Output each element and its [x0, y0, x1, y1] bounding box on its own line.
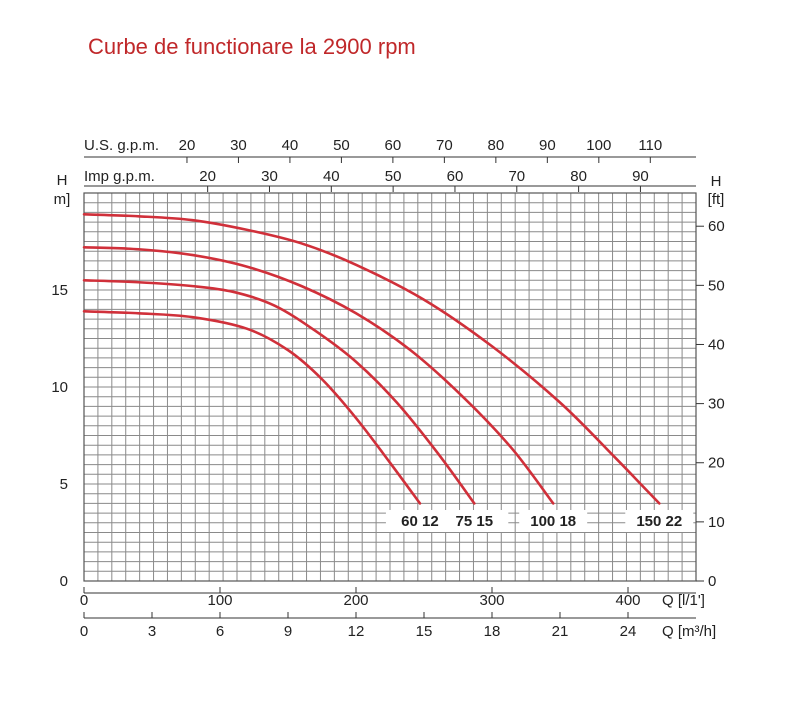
x-tick-label-top-2: 70: [508, 168, 525, 185]
y-tick-label-right: 30: [708, 396, 725, 413]
x-axis-label-bottom-2: Q [m³/h]: [662, 623, 716, 640]
curve-line-2: [82, 279, 476, 505]
axes: [83, 156, 704, 619]
x-tick-label-top-2: 80: [570, 168, 587, 185]
curve-line-3: [82, 246, 555, 505]
x-tick-label-top-1: 40: [282, 137, 299, 154]
x-tick-label-bottom-1: 100: [207, 592, 232, 609]
y-tick-label-left: 0: [60, 573, 68, 590]
x-tick-label-bottom-1: 200: [343, 592, 368, 609]
x-tick-label-top-2: 20: [199, 168, 216, 185]
x-tick-label-top-2: 50: [385, 168, 402, 185]
y-axis-label-right: H: [711, 173, 722, 190]
y-tick-label-right: 0: [708, 573, 716, 590]
x-tick-label-top-2: 30: [261, 168, 278, 185]
x-tick-label-top-1: 90: [539, 137, 556, 154]
x-axis-label-top-2: Imp g.p.m.: [84, 168, 155, 185]
x-tick-label-top-1: 100: [586, 137, 611, 154]
curve-line-4: [82, 213, 661, 505]
x-tick-label-bottom-2: 6: [216, 623, 224, 640]
curves: 60 12 75 15 100 18 150 22: [82, 213, 694, 532]
chart-title: Curbe de functionare la 2900 rpm: [88, 34, 416, 59]
x-tick-label-bottom-2: 18: [484, 623, 501, 640]
x-tick-label-top-1: 70: [436, 137, 453, 154]
x-tick-label-bottom-2: 21: [552, 623, 569, 640]
x-tick-label-bottom-1: 0: [80, 592, 88, 609]
x-tick-label-top-1: 20: [179, 137, 196, 154]
y-tick-label-left: 10: [51, 379, 68, 396]
curve-line-1: [82, 310, 422, 505]
curve-label-bg: [385, 510, 454, 532]
curve-label: 60 12: [401, 513, 439, 530]
x-tick-label-top-1: 30: [230, 137, 247, 154]
y-axis-label-left: H: [57, 172, 68, 189]
y-tick-label-right: 10: [708, 514, 725, 531]
y-tick-label-right: 50: [708, 277, 725, 294]
x-tick-label-bottom-2: 0: [80, 623, 88, 640]
x-tick-label-bottom-2: 9: [284, 623, 292, 640]
y-tick-label-left: 15: [51, 282, 68, 299]
curve-label-bg: [440, 510, 509, 532]
y-tick-label-left: 5: [60, 476, 68, 493]
x-tick-label-bottom-2: 15: [416, 623, 433, 640]
x-tick-label-top-1: 110: [638, 137, 662, 154]
curve-label: 75 15: [456, 513, 494, 530]
x-tick-label-bottom-1: 300: [479, 592, 504, 609]
x-tick-label-top-1: 60: [385, 137, 402, 154]
x-tick-label-bottom-2: 12: [348, 623, 365, 640]
x-axis-label-bottom-1: Q [l/1']: [662, 592, 705, 609]
x-tick-label-top-2: 40: [323, 168, 340, 185]
curve-label-bg: [625, 510, 694, 532]
y-tick-label-right: 20: [708, 455, 725, 472]
curve-label: 100 18: [530, 513, 576, 530]
curve-label: 150 22: [636, 513, 682, 530]
x-tick-label-bottom-2: 24: [620, 623, 637, 640]
y-tick-label-right: 60: [708, 218, 725, 235]
y-axis-unit-right: [ft]: [708, 191, 725, 208]
x-tick-label-top-1: 50: [333, 137, 350, 154]
x-tick-label-top-2: 90: [632, 168, 649, 185]
y-axis-unit-left: m]: [54, 191, 71, 208]
x-axis-label-top-1: U.S. g.p.m.: [84, 137, 159, 154]
plot-frame: [83, 192, 697, 582]
x-tick-label-top-1: 80: [488, 137, 505, 154]
x-tick-label-bottom-2: 3: [148, 623, 156, 640]
y-tick-label-right: 40: [708, 336, 725, 353]
x-tick-label-top-2: 60: [447, 168, 464, 185]
x-tick-label-bottom-1: 400: [615, 592, 640, 609]
curve-label-bg: [519, 510, 588, 532]
